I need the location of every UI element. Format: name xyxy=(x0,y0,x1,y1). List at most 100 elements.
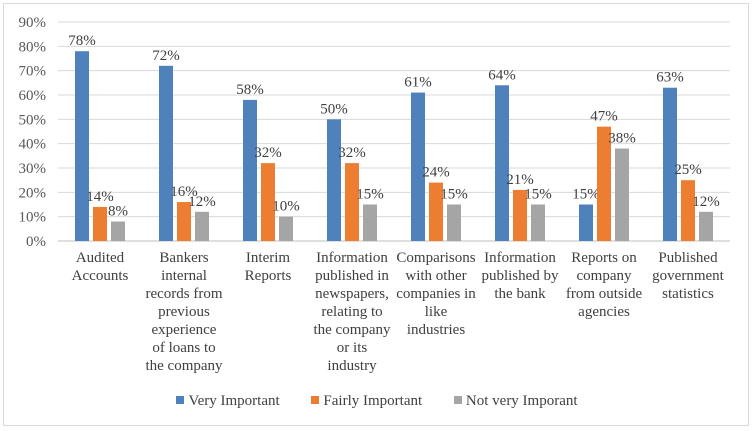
x-category-label: industry xyxy=(327,358,377,374)
bar-very-important xyxy=(411,92,425,241)
data-label: 78% xyxy=(68,33,96,49)
data-label: 63% xyxy=(656,70,684,86)
legend-item-fairly-important: Fairly Important xyxy=(311,393,422,410)
x-category-label: Reports xyxy=(245,268,292,284)
y-tick-label: 50% xyxy=(19,112,47,128)
x-category-label: relating to xyxy=(321,304,382,320)
x-category-label: published in xyxy=(315,268,389,284)
bar-very-important xyxy=(75,51,89,242)
bar-very-important xyxy=(327,119,341,241)
legend-label: Fairly Important xyxy=(323,393,423,409)
bar-not-very-imporant xyxy=(195,211,209,241)
x-category-label: like xyxy=(425,304,448,320)
bar-fairly-important xyxy=(261,163,275,241)
data-label: 12% xyxy=(692,194,720,210)
legend-item-very-important: Very Important xyxy=(176,393,280,410)
x-category-label: from outside xyxy=(566,286,643,302)
bar-fairly-important xyxy=(345,163,359,241)
bar-not-very-imporant xyxy=(279,216,293,241)
data-label: 10% xyxy=(272,199,300,215)
x-category-label: the bank xyxy=(494,286,546,302)
data-label: 21% xyxy=(506,172,534,188)
x-category-label: Information xyxy=(484,250,556,266)
data-label: 15% xyxy=(440,187,468,203)
x-category-label: Audited xyxy=(76,250,125,266)
bar-very-important xyxy=(579,204,593,241)
y-tick-label: 80% xyxy=(19,39,47,55)
data-label: 32% xyxy=(338,145,366,161)
x-category-label: experience xyxy=(152,322,217,338)
data-label: 32% xyxy=(254,145,282,161)
x-category-label: industries xyxy=(407,322,465,338)
x-category-label: Interim xyxy=(246,250,290,266)
y-tick-label: 40% xyxy=(19,137,47,153)
bar-not-very-imporant xyxy=(363,204,377,241)
bar-fairly-important xyxy=(177,202,191,241)
x-category-label: Published xyxy=(658,250,718,266)
y-tick-label: 90% xyxy=(19,15,47,31)
bar-fairly-important xyxy=(93,206,107,241)
data-label: 24% xyxy=(422,165,450,181)
x-category-label: agencies xyxy=(578,304,630,320)
x-category-label: internal xyxy=(161,268,207,284)
data-label: 25% xyxy=(674,162,702,178)
x-category-label: company xyxy=(577,268,632,284)
x-category-label: Bankers xyxy=(159,250,208,266)
bar-fairly-important xyxy=(513,189,527,241)
legend-label: Not very Imporant xyxy=(465,393,578,409)
data-label: 50% xyxy=(320,101,348,117)
data-label: 8% xyxy=(108,204,128,220)
x-category-label: Comparisons xyxy=(396,250,475,266)
legend-swatch-very-important xyxy=(176,396,185,404)
x-category-label: newspapers, xyxy=(315,286,389,302)
legend-swatch-fairly-important xyxy=(311,396,320,404)
bar-very-important xyxy=(495,85,509,242)
data-label: 15% xyxy=(356,187,384,203)
bar-fairly-important xyxy=(597,126,611,241)
data-label: 72% xyxy=(152,48,180,64)
x-category-label: government xyxy=(652,268,724,284)
bar-not-very-imporant xyxy=(699,211,713,241)
data-label: 58% xyxy=(236,82,264,98)
bar-fairly-important xyxy=(429,182,443,241)
x-category-label: the company xyxy=(145,358,223,374)
legend-swatch-not-very-important xyxy=(453,396,462,404)
y-tick-label: 60% xyxy=(19,88,47,104)
x-category-label: statistics xyxy=(662,286,714,302)
y-tick-label: 10% xyxy=(19,210,47,226)
x-category-label: published by xyxy=(481,268,559,284)
legend: Very Important Fairly Important Not very… xyxy=(0,393,754,410)
data-label: 61% xyxy=(404,75,432,91)
data-label: 47% xyxy=(590,109,618,125)
y-tick-label: 20% xyxy=(19,185,47,201)
data-label: 15% xyxy=(572,187,600,203)
y-tick-label: 30% xyxy=(19,161,47,177)
data-label: 12% xyxy=(188,194,216,210)
data-label: 38% xyxy=(608,131,636,147)
bar-very-important xyxy=(663,87,677,241)
x-category-label: or its xyxy=(337,340,368,356)
legend-item-not-very-important: Not very Imporant xyxy=(453,393,578,410)
bar-very-important xyxy=(243,99,257,241)
y-tick-label: 70% xyxy=(19,64,47,80)
bar-not-very-imporant xyxy=(447,204,461,241)
x-category-label: with other xyxy=(405,268,466,284)
x-category-label: previous xyxy=(158,304,210,320)
x-category-label: Accounts xyxy=(72,268,129,284)
bar-very-important xyxy=(159,65,173,241)
x-category-label: Information xyxy=(316,250,388,266)
bar-not-very-imporant xyxy=(531,204,545,241)
x-category-label: of loans to xyxy=(152,340,215,356)
data-label: 64% xyxy=(488,67,516,83)
x-category-label: records from xyxy=(145,286,222,302)
x-category-label: companies in xyxy=(396,286,476,302)
bar-fairly-important xyxy=(681,180,695,241)
bar-not-very-imporant xyxy=(615,148,629,241)
y-tick-label: 0% xyxy=(26,234,46,250)
x-category-label: the company xyxy=(313,322,391,338)
data-label: 16% xyxy=(170,184,198,200)
bar-not-very-imporant xyxy=(111,221,125,241)
legend-label: Very Important xyxy=(188,393,280,409)
x-category-label: Reports on xyxy=(571,250,637,266)
